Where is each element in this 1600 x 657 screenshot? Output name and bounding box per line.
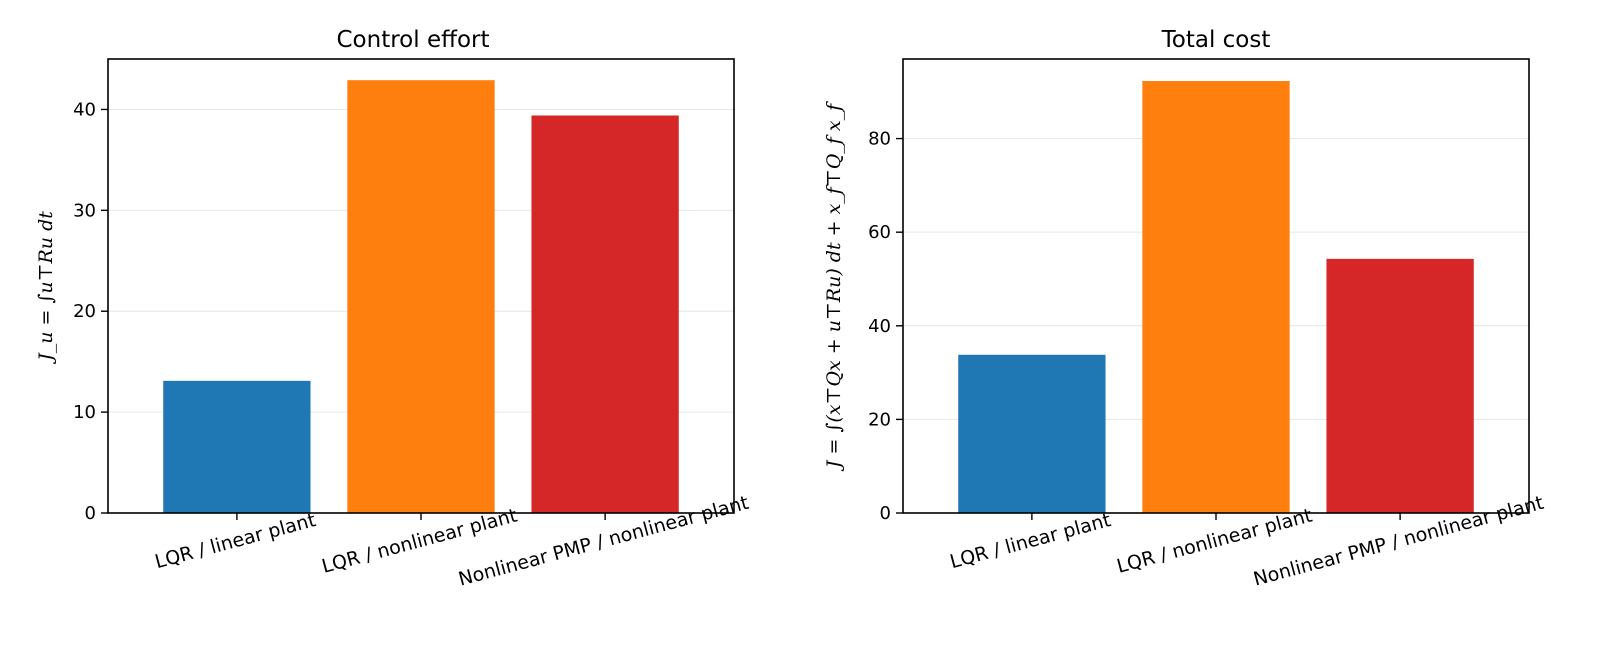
bars xyxy=(958,80,1474,514)
bars xyxy=(163,80,679,514)
bar-nonlinear-pmp-nonlinear-plant xyxy=(531,115,679,514)
chart-title: Control effort xyxy=(337,27,490,53)
y-tick-label: 10 xyxy=(73,402,96,423)
y-tick-label: 80 xyxy=(868,129,891,150)
bar-nonlinear-pmp-nonlinear-plant xyxy=(1326,258,1474,513)
chart-title: Total cost xyxy=(1161,27,1271,53)
y-ticks: 0 20 40 60 80 xyxy=(868,129,903,524)
y-tick-label: 40 xyxy=(868,316,891,337)
bar-lqr-linear-plant xyxy=(958,354,1106,513)
y-tick-label: 0 xyxy=(880,503,891,524)
y-tick-label: 20 xyxy=(73,301,96,322)
y-tick-label: 40 xyxy=(73,99,96,120)
bar-lqr-nonlinear-plant xyxy=(1142,80,1290,514)
y-tick-label: 30 xyxy=(73,200,96,221)
y-axis-label: J_u = ∫u⊤Ru dt xyxy=(35,211,57,365)
y-ticks: 0 10 20 30 40 xyxy=(73,99,108,524)
y-tick-label: 20 xyxy=(868,409,891,430)
y-tick-label: 0 xyxy=(85,503,96,524)
y-axis-label: J = ∫(x⊤Qx + u⊤Ru) dt + x_f⊤Q_f x_f xyxy=(823,101,845,472)
y-tick-label: 60 xyxy=(868,222,891,243)
bar-lqr-nonlinear-plant xyxy=(347,80,495,513)
bar-lqr-linear-plant xyxy=(163,380,311,513)
